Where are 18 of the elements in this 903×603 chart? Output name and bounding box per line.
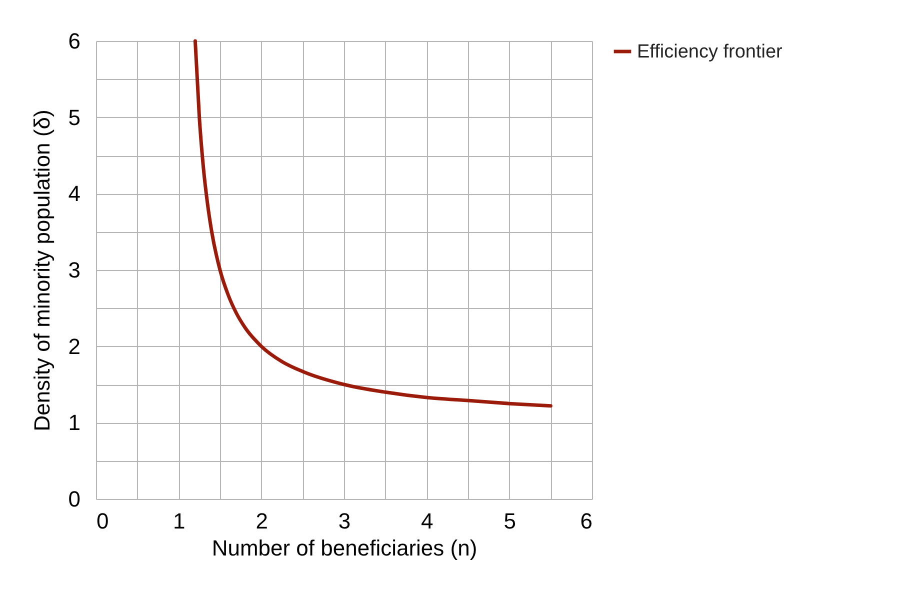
y-tick-label: 6 (68, 28, 80, 54)
y-tick-label: 4 (68, 181, 80, 206)
y-tick-label: 2 (68, 334, 80, 359)
y-tick-label: 0 (68, 486, 80, 512)
y-axis-title: Density of minority population (δ) (29, 110, 54, 432)
x-tick-label: 3 (338, 508, 351, 534)
x-tick-label: 5 (504, 508, 516, 534)
line-series (193, 39, 552, 408)
y-tick-label: 1 (68, 410, 80, 436)
y-tick-label: 3 (68, 258, 80, 282)
x-axis-title: Number of beneficiaries (n) (212, 536, 478, 560)
x-tick-label: 1 (173, 508, 186, 534)
y-tick-label: 5 (68, 104, 80, 130)
x-tick-label: 2 (256, 508, 268, 534)
x-tick-label: 4 (421, 508, 434, 534)
x-tick-label: 6 (580, 508, 592, 534)
legend-label: Efficiency frontier (637, 42, 784, 62)
x-tick-label: 0 (96, 508, 109, 534)
